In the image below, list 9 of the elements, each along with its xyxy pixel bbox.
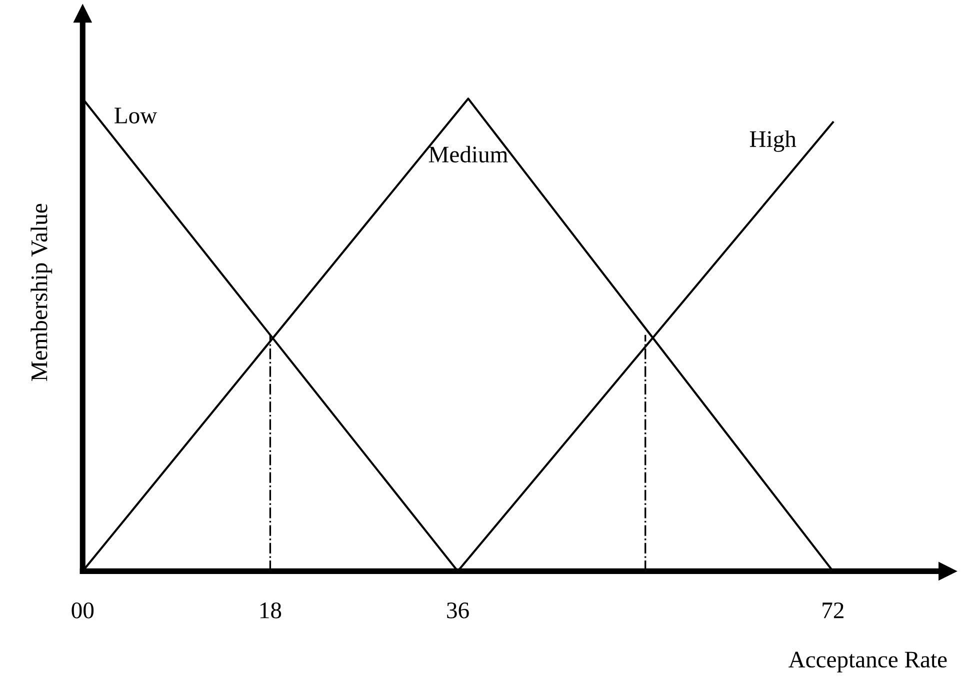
x-axis-title: Acceptance Rate bbox=[788, 652, 947, 672]
x-tick-label: 72 bbox=[822, 602, 844, 618]
series-label: Low bbox=[114, 108, 158, 124]
x-tick-label: 00 bbox=[72, 602, 94, 618]
x-tick-label: 18 bbox=[260, 602, 282, 618]
series-label: Medium bbox=[428, 146, 508, 163]
series-label: High bbox=[750, 130, 796, 152]
x-tick-label: 36 bbox=[447, 602, 469, 618]
y-axis-title: Membership Value bbox=[30, 204, 52, 382]
